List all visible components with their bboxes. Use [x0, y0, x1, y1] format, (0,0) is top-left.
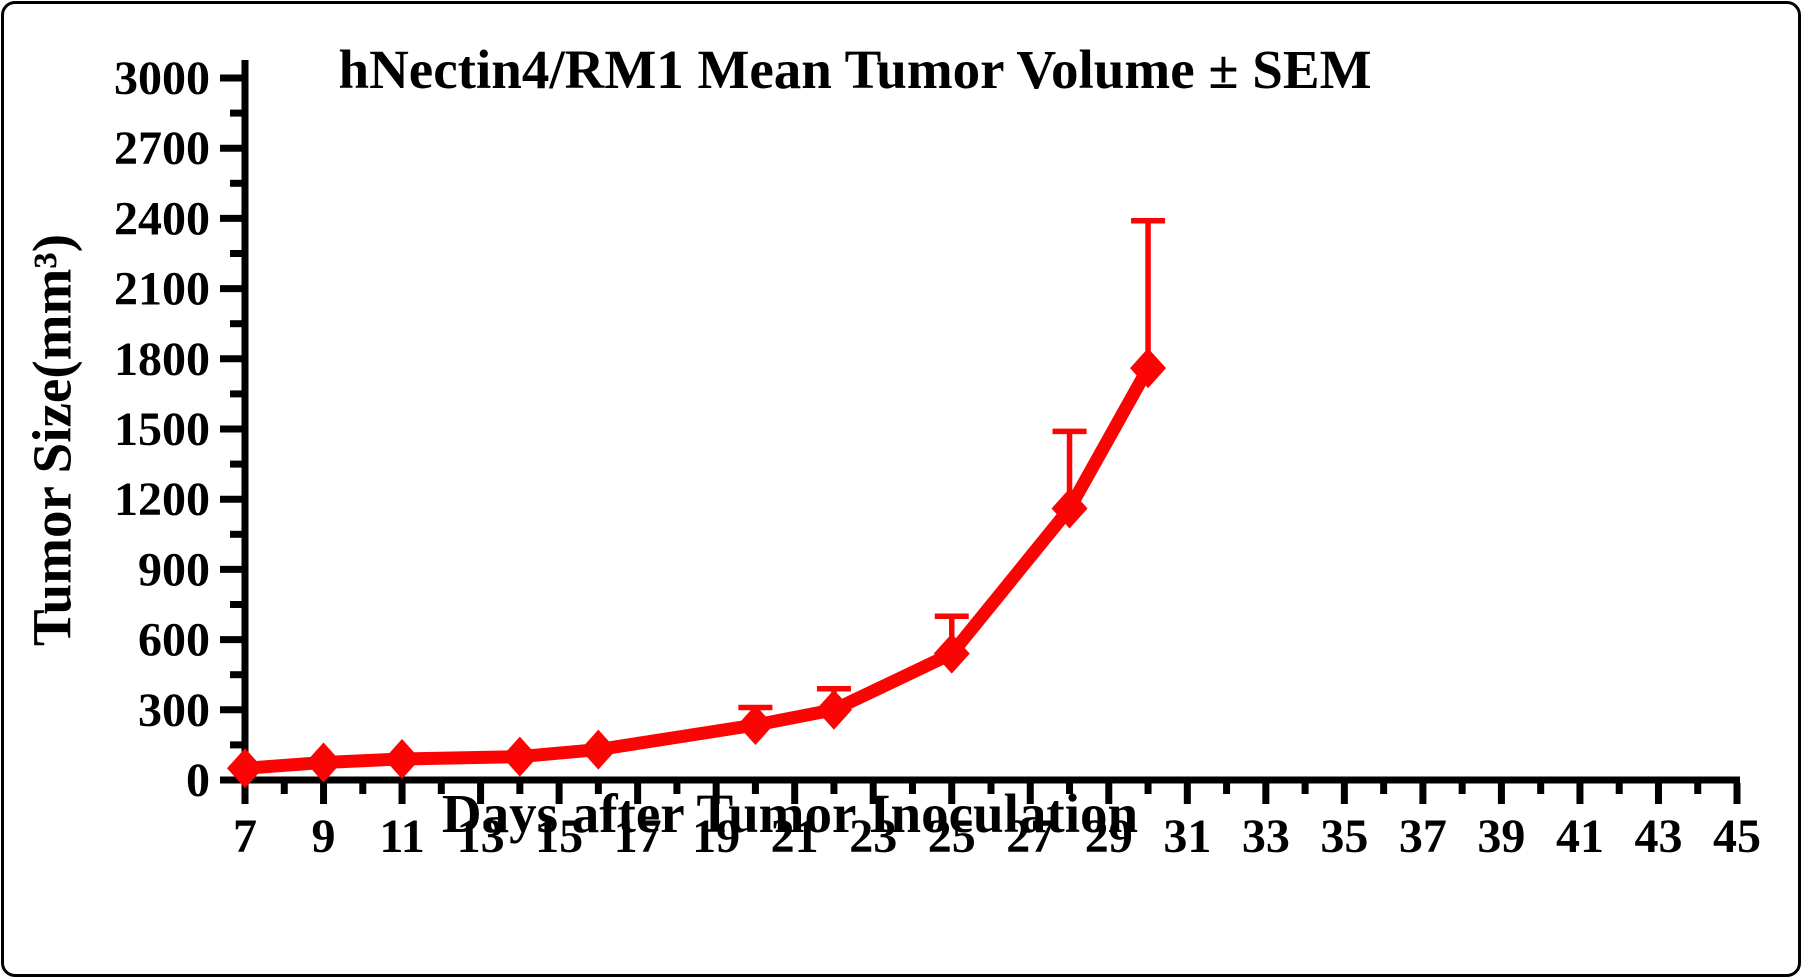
data-point-marker — [384, 738, 421, 779]
x-tick-label: 39 — [1477, 810, 1525, 863]
x-tick-label: 13 — [457, 810, 505, 863]
data-point-marker — [737, 705, 774, 746]
y-tick-label: 0 — [186, 754, 210, 807]
x-tick-label: 41 — [1556, 810, 1604, 863]
y-tick-label: 300 — [138, 684, 210, 737]
data-point-marker — [501, 736, 538, 777]
x-tick-label: 35 — [1320, 810, 1368, 863]
y-axis-label: Tumor Size(mm³) — [21, 233, 83, 647]
y-tick-label: 2400 — [114, 192, 210, 245]
x-tick-label: 17 — [614, 810, 662, 863]
x-tick-label: 11 — [379, 810, 424, 863]
y-tick-label: 600 — [138, 614, 210, 667]
x-tick-label: 15 — [535, 810, 583, 863]
x-tick-label: 21 — [771, 810, 819, 863]
chart-title: hNectin4/RM1 Mean Tumor Volume ± SEM — [338, 39, 1372, 100]
data-point-marker — [580, 729, 617, 770]
x-tick-label: 27 — [1006, 810, 1054, 863]
data-point-marker — [1130, 348, 1167, 389]
x-tick-label: 45 — [1713, 810, 1761, 863]
x-tick-label: 25 — [928, 810, 976, 863]
data-point-marker — [305, 742, 342, 783]
x-tick-label: 37 — [1399, 810, 1447, 863]
y-tick-label: 900 — [138, 543, 210, 596]
data-point-marker — [227, 748, 263, 789]
series-line — [238, 361, 1155, 775]
x-tick-label: 31 — [1163, 810, 1211, 863]
x-tick-label: 9 — [312, 810, 336, 863]
y-tick-label: 1500 — [114, 403, 210, 456]
y-tick-label: 1200 — [114, 473, 210, 526]
x-tick-label: 7 — [233, 810, 257, 863]
y-tick-label: 1800 — [114, 333, 210, 386]
x-tick-label: 23 — [849, 810, 897, 863]
data-point-marker — [933, 633, 970, 674]
y-tick-label: 2100 — [114, 263, 210, 316]
x-tick-label: 19 — [692, 810, 740, 863]
y-tick-label: 3000 — [114, 52, 210, 105]
y-tick-label: 2700 — [114, 122, 210, 175]
data-point-marker — [815, 689, 852, 730]
x-tick-label: 43 — [1634, 810, 1682, 863]
x-tick-label: 29 — [1085, 810, 1133, 863]
x-axis-label: Days after Tumor Inoculation — [441, 783, 1139, 844]
x-tick-label: 33 — [1242, 810, 1290, 863]
data-point-marker — [1051, 488, 1088, 529]
